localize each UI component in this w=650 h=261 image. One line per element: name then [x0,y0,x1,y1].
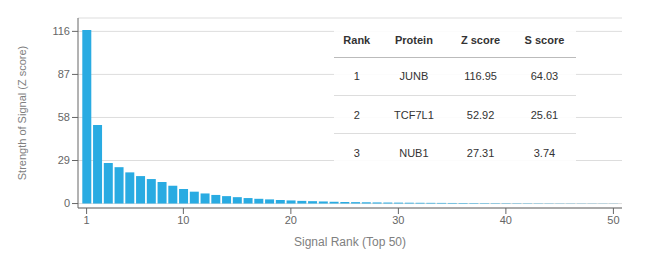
svg-text:20: 20 [285,214,297,226]
html-text:TCF7L1: TCF7L1 [394,108,434,121]
svg-text:0: 0 [64,197,70,209]
html-text:Rank: Rank [343,34,371,47]
html-text:3.74: 3.74 [533,146,556,159]
html-text:Protein: Protein [395,34,433,47]
svg-text:30: 30 [392,214,404,226]
html-text:Z score: Z score [461,34,501,47]
svg-text:40: 40 [500,214,512,226]
svg-text:10: 10 [177,214,189,226]
html-text:S score: S score [524,34,565,47]
html-text:64.03: 64.03 [530,70,559,83]
svg-text:Strength of Signal (Z score): Strength of Signal (Z score) [16,46,28,181]
html-text:JUNB: JUNB [399,70,429,83]
svg-text:50: 50 [607,214,619,226]
html-text:116.95: 116.95 [464,70,497,83]
svg-text:Signal Rank (Top 50): Signal Rank (Top 50) [294,235,406,249]
html-text:3: 3 [353,146,360,159]
html-text:27.31: 27.31 [466,146,495,159]
svg-text:1: 1 [84,214,90,226]
svg-text:87: 87 [58,68,70,80]
html-text:2: 2 [353,108,360,121]
svg-text:116: 116 [52,25,70,37]
html-text:52.92: 52.92 [466,108,495,121]
html-text:1: 1 [353,70,360,83]
html-text:NUB1: NUB1 [399,146,429,159]
svg-text:58: 58 [58,111,70,123]
html-text:25.61: 25.61 [530,108,559,121]
svg-text:29: 29 [58,154,70,166]
